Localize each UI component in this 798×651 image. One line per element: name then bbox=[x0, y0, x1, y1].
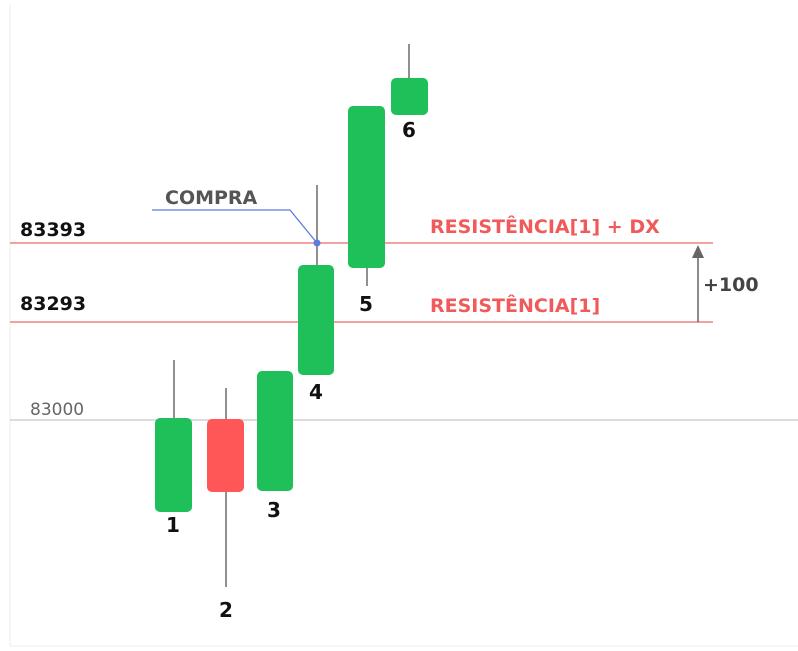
candle bbox=[155, 418, 192, 512]
candle-label: 4 bbox=[309, 380, 323, 404]
level-label: 83000 bbox=[30, 400, 84, 420]
level-note: RESISTÊNCIA[1] bbox=[430, 294, 600, 317]
candle-label: 5 bbox=[359, 292, 373, 316]
level-label: 83393 bbox=[20, 219, 86, 241]
level-note: RESISTÊNCIA[1] + DX bbox=[430, 215, 660, 238]
entry-dot bbox=[313, 239, 321, 247]
candle bbox=[298, 265, 334, 375]
candle bbox=[391, 78, 428, 115]
entry-pointer bbox=[152, 209, 318, 244]
offset-label: +100 bbox=[703, 274, 759, 296]
entry-label: COMPRA bbox=[165, 187, 258, 209]
candle bbox=[207, 419, 244, 492]
candle-label: 3 bbox=[267, 498, 281, 522]
candle bbox=[257, 371, 293, 491]
candle-label: 1 bbox=[166, 513, 180, 537]
candle-label: 6 bbox=[402, 118, 416, 142]
candle bbox=[348, 106, 385, 268]
arrow-head bbox=[692, 245, 704, 258]
candle-label: 2 bbox=[219, 598, 233, 622]
level-label: 83293 bbox=[20, 293, 86, 315]
